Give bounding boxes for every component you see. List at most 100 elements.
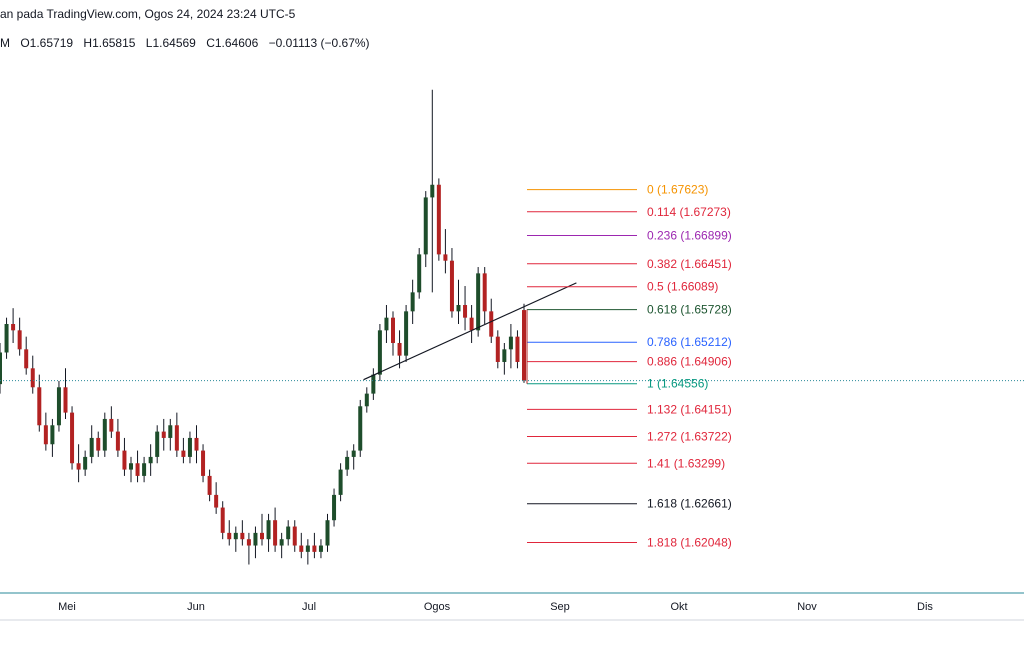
candle-down [30,368,35,388]
trendline [363,282,577,381]
candle-down [11,324,16,331]
interval-label: M [0,36,10,50]
candle-down [469,317,474,331]
candle-up [404,311,409,356]
fib-level-label: 0.5 (1.66089) [647,280,718,294]
candle-up [148,456,153,464]
candle-up [417,254,422,293]
candle-up [332,494,337,521]
x-tick-label: Sep [550,601,570,613]
candle-up [286,526,291,540]
candle-up [233,532,238,540]
candle-down [70,412,75,464]
x-tick-label: Jul [302,601,316,613]
candle-up [456,305,461,312]
candle-down [115,431,120,451]
candle-down [522,310,526,381]
candle-up [102,418,107,451]
candle-up [508,336,513,350]
candle-down [174,425,179,451]
candle-up [364,393,369,407]
candle-down [495,336,500,362]
fib-level-label: 1 (1.64556) [647,377,708,391]
candle-down [96,437,101,451]
fib-level-label: 0.618 (1.65728) [647,303,732,317]
candle-down [214,494,219,508]
candle-down [463,305,468,318]
candle-down [227,532,232,540]
candle-down [43,425,48,445]
fib-level-label: 0.382 (1.66451) [647,257,732,271]
candle-up [318,545,323,552]
candle-down [76,463,81,470]
candle-up [305,545,310,552]
low-value: L1.64569 [145,36,196,50]
candle-up [50,425,55,445]
candle-down [24,349,29,369]
fib-level-label: 0.236 (1.66899) [647,228,732,242]
candle-down [515,336,520,362]
candle-up [266,520,271,540]
candle-down [194,437,199,451]
candle-up [351,450,356,457]
candle-up [384,317,389,331]
fib-level-label: 0.114 (1.67273) [647,205,731,219]
close-value: C1.64606 [206,36,259,50]
x-tick-label: Mei [58,601,76,613]
candle-down [246,539,251,546]
candle-down [201,450,206,476]
candle-up [338,469,343,495]
fib-level-label: 0 (1.67623) [647,183,708,197]
x-tick-label: Dis [917,601,933,613]
candle-down [135,463,140,476]
candle-up [371,374,376,394]
x-tick-label: Ogos [424,601,451,613]
candle-down [292,526,297,546]
candle-down [397,342,402,356]
fib-level-label: 0.886 (1.64906) [647,355,732,369]
candle-down [489,311,494,337]
candle-down [220,507,225,533]
fib-level-label: 1.41 (1.63299) [647,456,725,470]
candle-up [410,292,415,312]
x-tick-label: Nov [797,601,817,613]
candle-up [253,532,258,546]
candle-down [391,317,395,343]
candle-up [187,437,192,457]
candle-up [358,406,363,451]
candle-down [299,545,304,552]
candle-down [273,520,278,546]
candle-up [168,425,173,438]
chart-source-header: an pada TradingView.com, Ogos 24, 2024 2… [0,7,296,21]
candle-up [4,324,9,353]
candle-down [17,330,22,350]
change-value: −0.01113 (−0.67%) [268,36,370,50]
candle-up [89,437,94,457]
candle-up [56,387,61,426]
x-tick-label: Okt [670,601,687,613]
candle-down [312,545,317,552]
fib-level-label: 1.272 (1.63722) [647,430,732,444]
candle-up [430,184,435,198]
candle-up [129,463,133,470]
candle-up [155,431,160,457]
fib-level-label: 0.786 (1.65212) [647,335,732,349]
open-value: O1.65719 [20,36,74,50]
candle-down [482,273,487,312]
candle-up [83,456,88,470]
candle-down [449,260,454,312]
ohlc-readout: M O1.65719 H1.65815 L1.64569 C1.64606 −0… [0,36,377,50]
candle-down [443,254,448,261]
candle-up [476,273,481,331]
candle-up [502,349,507,362]
candle-up [377,330,382,375]
candle-down [181,450,186,457]
candle-down [240,532,245,540]
candle-down [109,418,114,432]
candle-down [436,184,441,255]
candle-up [279,539,284,546]
candle-up [345,456,350,470]
candle-down [63,387,68,413]
candle-up [0,352,2,385]
